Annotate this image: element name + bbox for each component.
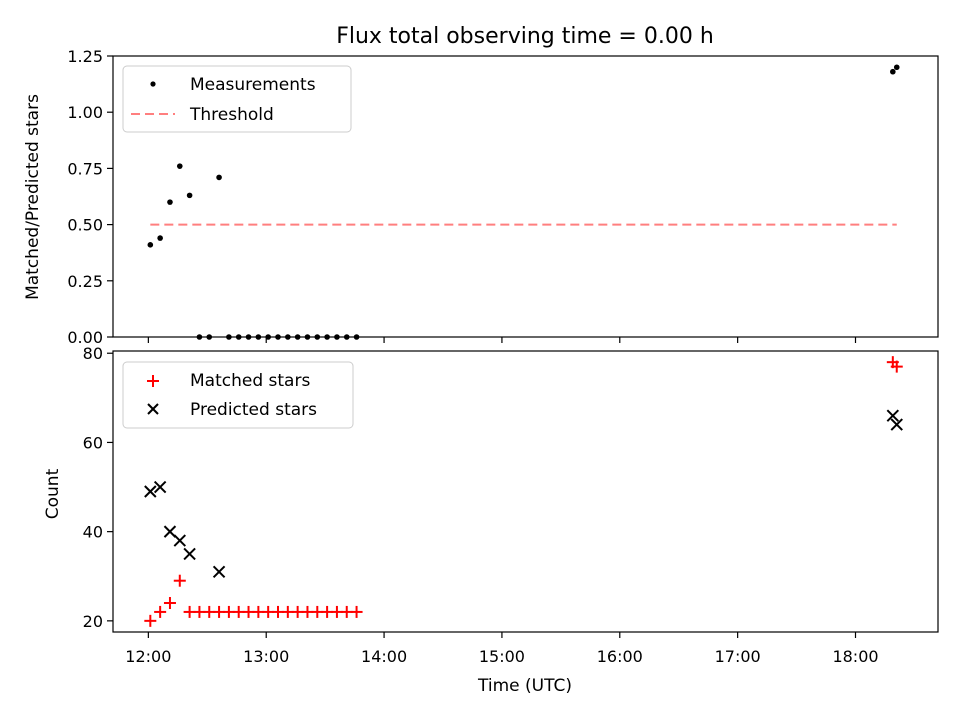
x-tick-label: 18:00 [832, 647, 878, 666]
bottom-y-tick-label: 40 [83, 523, 103, 542]
matched-star-point [163, 597, 176, 610]
top-legend-box [122, 65, 352, 133]
top-panel: 0.00 0.25 0.50 0.75 1.00 1.25 Matched/Predict… [23, 47, 939, 347]
x-tick-label: 13:00 [243, 647, 289, 666]
legend-matched-label: Matched stars [190, 371, 310, 391]
measurement-point [176, 163, 183, 169]
top-y-tick-label: 0.25 [67, 272, 103, 291]
predicted-star-point [173, 534, 186, 547]
measurement-point [147, 242, 154, 248]
top-y-tick-label: 0.00 [67, 328, 103, 347]
matched-star-point [144, 614, 157, 627]
measurement-point [216, 174, 222, 181]
bottom-y-tick-label: 60 [83, 433, 103, 452]
measurement-point [893, 64, 900, 71]
measurement-point [186, 192, 193, 199]
bottom-panel: 20 40 60 80 12:00 13:00 14:00 15:00 16:00 17:00 18… [43, 344, 939, 696]
bottom-legend-box [122, 361, 354, 429]
x-axis-label: Time (UTC) [477, 676, 572, 696]
predicted-star-point [212, 565, 226, 578]
top-y-tick-label: 1.25 [67, 47, 103, 66]
x-tick-label: 12:00 [125, 647, 171, 666]
top-y-axis-label: Matched/Predicted stars [23, 94, 43, 300]
top-axis-ticks: 0.00 0.25 0.50 0.75 1.00 1.25 [67, 47, 857, 347]
predicted-star-point [144, 485, 157, 498]
top-y-tick-label: 1.00 [67, 103, 103, 122]
legend-measurements-label: Measurements [190, 75, 316, 95]
measurement-point [157, 235, 163, 241]
top-y-tick-label: 0.50 [67, 216, 103, 235]
matched-star-point [173, 574, 186, 587]
bottom-axes-frame [112, 350, 939, 633]
x-tick-label: 16:00 [597, 647, 643, 666]
x-tick-label: 17:00 [715, 647, 761, 666]
bottom-y-tick-label: 80 [83, 344, 103, 363]
x-tick-label: 15:00 [479, 647, 525, 666]
top-plot-marks [147, 64, 900, 340]
top-legend: Measurements Threshold [122, 65, 352, 133]
top-axes-frame [112, 55, 939, 338]
bottom-plot-marks [144, 356, 903, 627]
bottom-y-tick-label: 20 [83, 612, 103, 631]
top-y-tick-label: 0.75 [67, 159, 103, 178]
legend-measurements-marker [150, 81, 156, 87]
predicted-star-point [163, 525, 177, 538]
bottom-axis-ticks: 20 40 60 80 12:00 13:00 14:00 15:00 16:00 17:00 18… [83, 344, 879, 666]
matched-star-point [154, 605, 167, 618]
matched-star-point [890, 360, 903, 373]
legend-predicted-marker [147, 403, 159, 415]
measurement-point [890, 68, 896, 75]
measurement-point [167, 199, 173, 205]
predicted-star-point [153, 480, 167, 494]
matched-star-point [350, 605, 363, 618]
legend-matched-marker [147, 375, 159, 387]
predicted-star-point [886, 409, 900, 422]
chart-title: Flux total observing time = 0.00 h [336, 24, 714, 49]
legend-threshold-label: Threshold [189, 105, 274, 125]
bottom-legend: Matched stars Predicted stars [122, 361, 354, 429]
legend-predicted-label: Predicted stars [190, 400, 317, 420]
bottom-y-axis-label: Count [43, 468, 63, 519]
x-tick-label: 14:00 [361, 647, 407, 666]
predicted-star-point [890, 418, 903, 431]
predicted-star-point [183, 547, 196, 561]
